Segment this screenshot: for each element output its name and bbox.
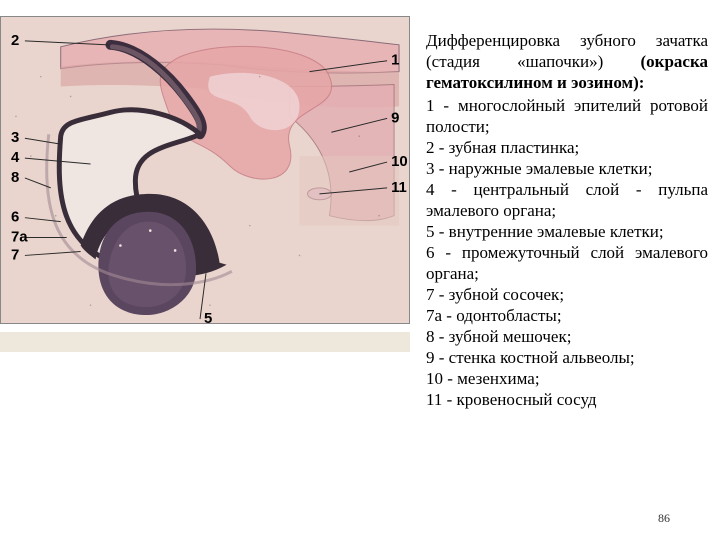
caption-item: 11 - кровеносный сосуд <box>426 389 708 410</box>
caption-intro: Дифференцировка зубного зачатка (стадия … <box>426 30 708 93</box>
image-label: 8 <box>11 170 19 186</box>
image-label: 3 <box>11 130 19 146</box>
image-label: 2 <box>11 33 19 49</box>
image-label: 5 <box>204 311 212 323</box>
caption-item: 6 - промежуточный слой эмалевого органа; <box>426 242 708 284</box>
histology-image: 1 2 3 4 5 6 77a 8 9 10 11 <box>0 16 410 324</box>
caption-item: 5 - внутренние эмалевые клетки; <box>426 221 708 242</box>
caption-item: 9 - стенка костной альвеолы; <box>426 347 708 368</box>
caption-item: 1 - многослойный эпителий ротовой полост… <box>426 95 708 137</box>
caption-item: 7а - одонтобласты; <box>426 305 708 326</box>
caption-item: 10 - мезенхима; <box>426 368 708 389</box>
image-label: 7 <box>11 247 19 263</box>
image-label: 6 <box>11 210 19 226</box>
caption-block: Дифференцировка зубного зачатка (стадия … <box>426 30 708 410</box>
image-label: 9 <box>391 110 399 126</box>
image-label: 1 <box>391 53 399 69</box>
image-label: 10 <box>391 154 408 170</box>
caption-items: 1 - многослойный эпителий ротовой полост… <box>426 95 708 410</box>
image-label: 4 <box>11 150 20 166</box>
slide-page: 1 2 3 4 5 6 77a 8 9 10 11 Дифференцировка зубного … <box>0 0 720 540</box>
caption-item: 7 - зубной сосочек; <box>426 284 708 305</box>
caption-item: 8 - зубной мешочек; <box>426 326 708 347</box>
color-band <box>0 332 410 352</box>
caption-item: 3 - наружные эмалевые клетки; <box>426 158 708 179</box>
caption-item: 4 - центральный слой - пульпа эмалевого … <box>426 179 708 221</box>
image-label: 7a <box>11 230 28 246</box>
image-label: 11 <box>391 180 407 196</box>
caption-item: 2 - зубная пластинка; <box>426 137 708 158</box>
page-number: 86 <box>658 511 670 526</box>
